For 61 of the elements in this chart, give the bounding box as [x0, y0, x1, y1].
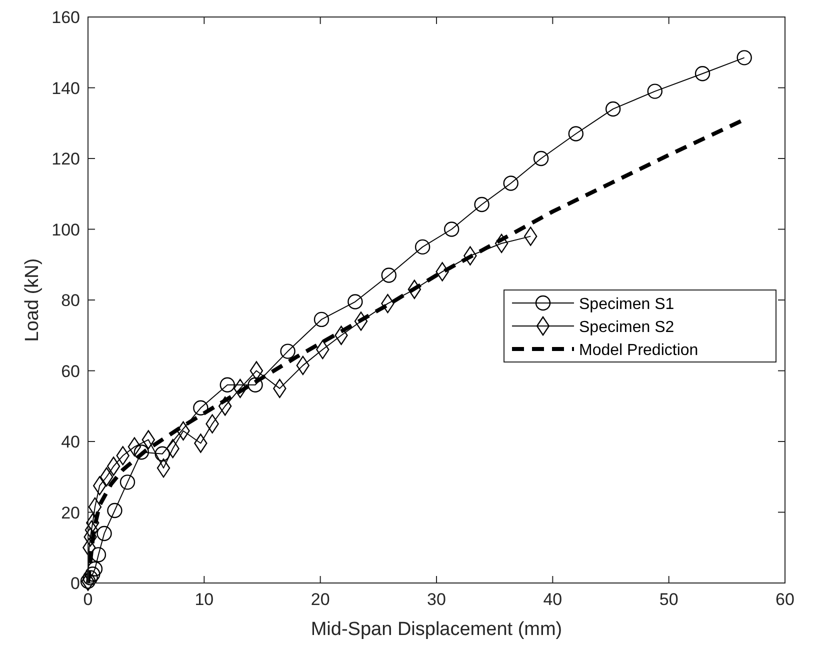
point [296, 356, 310, 376]
x-tick-label: 60 [776, 590, 794, 609]
point [314, 312, 330, 328]
point [218, 396, 232, 416]
point [106, 456, 120, 476]
x-tick-label: 50 [659, 590, 678, 609]
x-tick-label: 30 [427, 590, 446, 609]
point [533, 150, 549, 166]
point [494, 234, 508, 253]
point [134, 444, 150, 460]
point [100, 467, 114, 486]
x-axis-title: Mid-Span Displacement (mm) [310, 619, 562, 640]
point [408, 280, 422, 299]
y-tick-label: 140 [52, 78, 80, 98]
x-tick-label: 20 [310, 590, 330, 609]
y-tick-label: 40 [61, 432, 80, 452]
point [120, 474, 136, 490]
point [96, 526, 112, 542]
point [647, 84, 662, 99]
point [107, 502, 122, 518]
point [694, 66, 710, 82]
legend-label: Specimen S2 [579, 319, 674, 336]
y-tick-label: 120 [52, 150, 80, 168]
point [156, 458, 170, 478]
point [414, 239, 430, 255]
point [381, 268, 396, 283]
point [605, 101, 621, 117]
point [90, 547, 106, 562]
y-tick-label: 0 [70, 574, 80, 593]
y-tick-label: 160 [52, 8, 80, 27]
point [474, 196, 490, 212]
point [348, 294, 363, 310]
point [128, 437, 142, 456]
point [354, 312, 368, 331]
x-tick-label: 40 [543, 590, 562, 609]
point [220, 377, 235, 392]
point [444, 222, 460, 237]
y-tick-label: 60 [61, 362, 80, 381]
point [503, 176, 518, 191]
point [193, 400, 208, 416]
point [250, 361, 264, 380]
point [280, 344, 296, 359]
legend-label: Specimen S1 [579, 296, 674, 313]
point [85, 566, 100, 582]
x-tick-label: 10 [194, 590, 214, 609]
point [88, 497, 102, 517]
point [524, 226, 538, 246]
point [736, 50, 752, 66]
point [154, 446, 170, 462]
legend-label: Model Prediction [579, 342, 698, 359]
point [142, 430, 156, 450]
y-axis-title: Load (kN) [22, 258, 43, 342]
point [87, 561, 103, 576]
point [84, 520, 98, 540]
y-tick-label: 20 [61, 503, 80, 522]
y-tick-label: 100 [52, 220, 80, 240]
x-tick-label: 0 [83, 590, 93, 609]
point [248, 377, 263, 392]
y-tick-label: 80 [61, 291, 80, 310]
point [82, 570, 98, 586]
point [568, 126, 584, 142]
